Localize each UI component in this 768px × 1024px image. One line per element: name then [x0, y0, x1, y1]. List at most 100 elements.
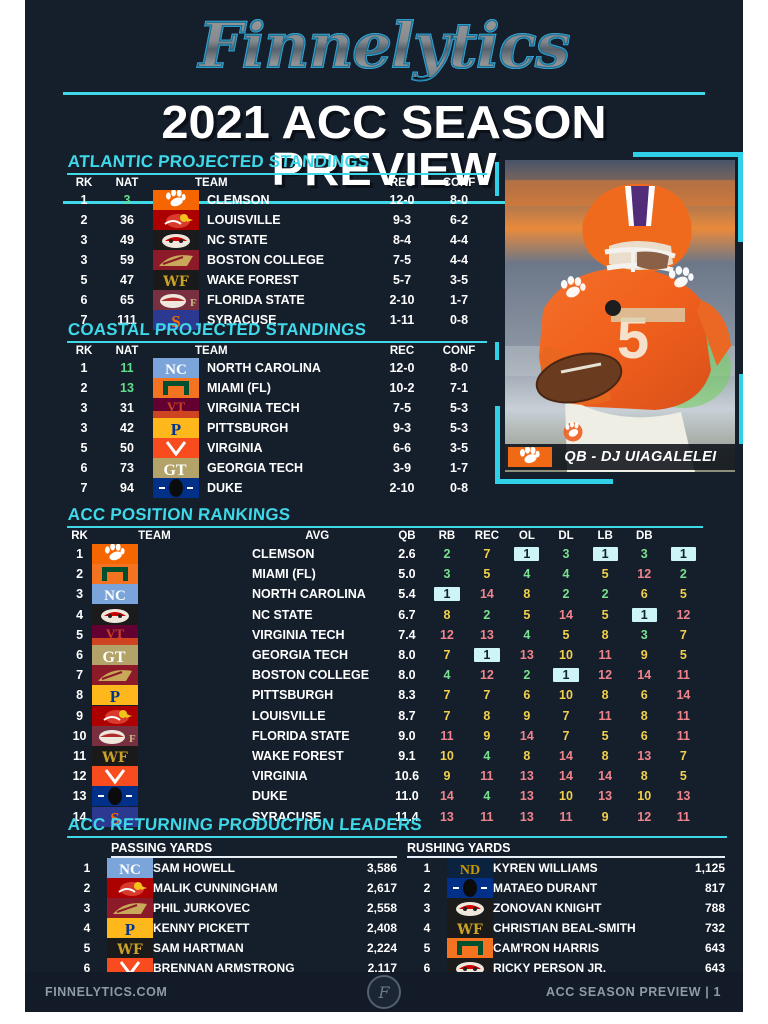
- position-stat-cell: 13: [507, 786, 546, 806]
- stat-value: 8: [601, 688, 609, 703]
- team-name-cell: MIAMI (FL): [207, 381, 271, 395]
- frame-tick-midleft: [495, 342, 499, 360]
- louisville-logo-icon: [92, 705, 248, 726]
- position-stat-cell: 11: [586, 706, 625, 726]
- stat-value: 8: [601, 627, 609, 642]
- team-name-cell: CLEMSON: [207, 193, 270, 207]
- player-photo: 5: [505, 160, 735, 472]
- position-stat-cell: 13: [586, 786, 625, 806]
- bc-logo-icon: [153, 250, 203, 270]
- stat-value: 13: [676, 789, 691, 804]
- position-stat-cell: 6: [625, 685, 664, 705]
- stat-value: 13: [519, 648, 534, 663]
- position-stat-cell: 11: [467, 766, 508, 786]
- rank-cell: 3: [80, 421, 88, 435]
- table-row: 3 42 P PITTSBURGH 9-3 5-3: [67, 418, 487, 438]
- stat-value: 9: [483, 728, 491, 743]
- conference-record-cell: 6-2: [449, 213, 469, 227]
- average-rank-cell: 5.4: [398, 587, 416, 602]
- team-name-cell: DUKE: [207, 481, 243, 495]
- position-stat-cell: 14: [546, 605, 585, 625]
- national-rank-cell: 31: [120, 401, 134, 415]
- average-rank-cell: 10.6: [394, 769, 420, 784]
- position-stat-cell: 4: [507, 564, 546, 584]
- table-row: 8 P PITTSBURGH 8.3 7 7 6 10 8 6 14: [67, 685, 703, 706]
- rank-cell: 10: [72, 728, 87, 743]
- stat-value: 11: [480, 769, 494, 784]
- clemson-logo-icon: [92, 544, 248, 565]
- position-stat-cell: 3: [546, 544, 585, 564]
- conference-record-cell: 8-0: [449, 193, 469, 207]
- stat-value: 11: [598, 708, 612, 723]
- position-stat-cell: 8: [586, 625, 625, 645]
- pos-col-qb: QB: [398, 530, 416, 542]
- table-header-row: RK NAT TEAM REC CONF: [67, 343, 487, 358]
- table-row: 3 NC NORTH CAROLINA 5.4 1 14 8 2 2 6 5: [67, 584, 703, 605]
- conference-record-cell: 1-7: [449, 461, 469, 475]
- unc-logo-icon: NC: [107, 858, 153, 878]
- average-rank-cell: 11.0: [395, 789, 419, 804]
- team-name-cell: PITTSBURGH: [207, 421, 289, 435]
- stat-value: 13: [519, 809, 534, 824]
- average-rank-cell: 8.3: [398, 688, 416, 703]
- pos-col-rb: RB: [438, 530, 456, 542]
- col-rec: REC: [389, 345, 415, 357]
- national-rank-cell: 36: [120, 213, 134, 227]
- stat-value: 11: [676, 809, 691, 824]
- stat-value: 3: [562, 547, 570, 562]
- stat-value: 4: [523, 627, 531, 642]
- stat-value: 8: [640, 769, 648, 784]
- vt-logo-icon: VT: [92, 624, 248, 645]
- record-cell: 7-5: [392, 401, 412, 415]
- average-rank-cell: 8.7: [398, 708, 416, 723]
- title-band: 2021 ACC SEASON PREVIEW: [63, 92, 705, 204]
- team-name-cell: SYRACUSE: [207, 313, 277, 327]
- player-name-cell: PHIL JURKOVEC: [153, 901, 251, 915]
- stat-value: 12: [637, 809, 652, 824]
- rushing-leaders: RUSHING YARDS 1 ND KYREN WILLIAMS 1,125 2 MAT…: [407, 841, 725, 998]
- rank-cell: 5: [83, 941, 91, 955]
- pos-col-avg: AVG: [305, 530, 330, 542]
- unc-logo-icon: NC: [92, 584, 248, 605]
- stat-value: 5: [679, 648, 687, 663]
- highlighted-value: 1: [434, 587, 460, 602]
- yards-value-cell: 817: [704, 881, 725, 895]
- stat-value: 11: [598, 648, 612, 663]
- rank-cell: 7: [76, 668, 84, 683]
- svg-text:GT: GT: [103, 649, 126, 665]
- player-name-cell: SAM HOWELL: [153, 861, 235, 875]
- table-row: 11 WF WAKE FOREST 9.1 10 4 8 14 8 13 7: [67, 745, 703, 766]
- stat-value: 10: [637, 789, 652, 804]
- stat-value: 14: [637, 668, 652, 683]
- national-rank-cell: 73: [120, 461, 134, 475]
- coastal-rows: 1 11 NC NORTH CAROLINA 12-0 8-0 2 13 MIAMI (FL) 1…: [67, 358, 487, 498]
- photo-caption-text: QB - DJ UIAGALELEI: [564, 449, 717, 465]
- rank-cell: 2: [83, 881, 91, 895]
- conference-record-cell: 3-5: [449, 441, 469, 455]
- col-nat: NAT: [115, 177, 139, 189]
- position-stat-cell: 13: [507, 806, 546, 826]
- gt-logo-icon: GT: [153, 458, 203, 478]
- table-row: 1 CLEMSON 2.6 2 7 1 3 1 3 1: [67, 544, 703, 565]
- stat-value: 2: [483, 607, 491, 622]
- position-stat-cell: 12: [625, 564, 664, 584]
- stat-value: 4: [483, 789, 491, 804]
- position-stat-cell: 7: [664, 746, 703, 766]
- average-rank-cell: 8.0: [398, 668, 416, 683]
- stat-value: 12: [439, 627, 454, 642]
- stat-value: 7: [443, 708, 451, 723]
- pos-col-rec: REC: [474, 530, 500, 542]
- stat-value: 6: [640, 728, 648, 743]
- duke-logo-icon: [447, 878, 493, 898]
- svg-text:NC: NC: [119, 862, 141, 878]
- position-stat-cell: 10: [546, 685, 585, 705]
- position-stat-cell: 7: [546, 706, 585, 726]
- stat-value: 14: [479, 587, 494, 602]
- yards-value-cell: 788: [704, 901, 725, 915]
- player-name-cell: ZONOVAN KNIGHT: [493, 901, 602, 915]
- conference-record-cell: 5-3: [449, 421, 469, 435]
- position-stat-cell: 4: [507, 625, 546, 645]
- table-row: 1 11 NC NORTH CAROLINA 12-0 8-0: [67, 358, 487, 378]
- svg-text:F: F: [129, 733, 136, 745]
- position-stat-cell: 11: [664, 726, 703, 746]
